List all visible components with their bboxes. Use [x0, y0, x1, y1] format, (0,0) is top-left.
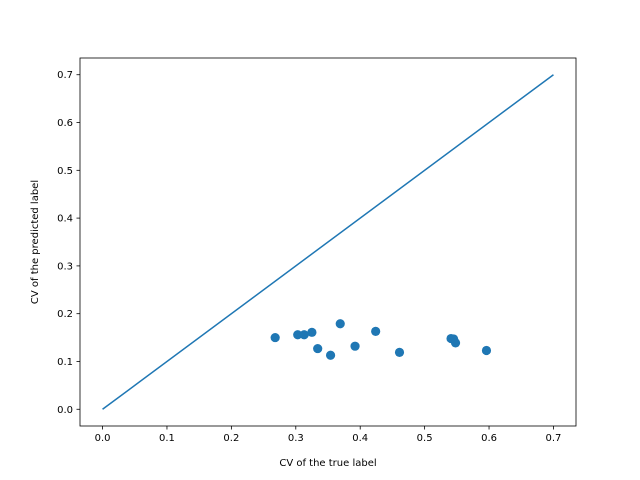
- scatter-point: [335, 319, 345, 329]
- x-tick-label: 0.3: [288, 433, 304, 444]
- y-tick-label: 0.4: [57, 214, 73, 225]
- scatter-point: [293, 330, 303, 340]
- scatter-point: [371, 326, 381, 336]
- x-tick-label: 0.0: [95, 433, 111, 444]
- scatter-point: [350, 341, 360, 351]
- scatter-point: [299, 330, 309, 340]
- y-tick-label: 0.5: [57, 166, 73, 177]
- scatter-point: [270, 332, 280, 343]
- x-tick-label: 0.7: [546, 433, 562, 444]
- scatter-point: [481, 345, 492, 356]
- reference-line: [102, 74, 554, 410]
- scatter-point: [394, 347, 405, 357]
- y-tick-label: 0.6: [57, 118, 73, 129]
- scatter-point: [325, 350, 336, 360]
- y-axis-label: CV of the predicted label: [30, 180, 41, 304]
- x-axis-label: CV of the true label: [279, 458, 376, 469]
- x-tick-label: 0.2: [223, 433, 239, 444]
- scatter-point: [307, 327, 317, 337]
- axes-frame: [79, 57, 577, 427]
- y-tick-label: 0.2: [57, 309, 73, 320]
- y-tick-label: 0.3: [57, 261, 73, 272]
- y-tick-label: 0.1: [57, 357, 73, 368]
- axes: 0.0 0.1 0.2 0.3 0.4 0.5 0.6 0.7 0.0 0.1 0.2 0.3 0.4 0…: [57, 57, 577, 444]
- x-tick-label: 0.4: [352, 433, 368, 444]
- scatter-point: [450, 338, 461, 348]
- x-tick-label: 0.5: [417, 433, 433, 444]
- scatter-point: [313, 343, 323, 354]
- plot-area: [102, 74, 554, 410]
- x-tick-label: 0.1: [159, 433, 175, 444]
- y-tick-label: 0.0: [57, 405, 73, 416]
- y-tick-label: 0.7: [57, 70, 73, 81]
- x-tick-label: 0.6: [481, 433, 497, 444]
